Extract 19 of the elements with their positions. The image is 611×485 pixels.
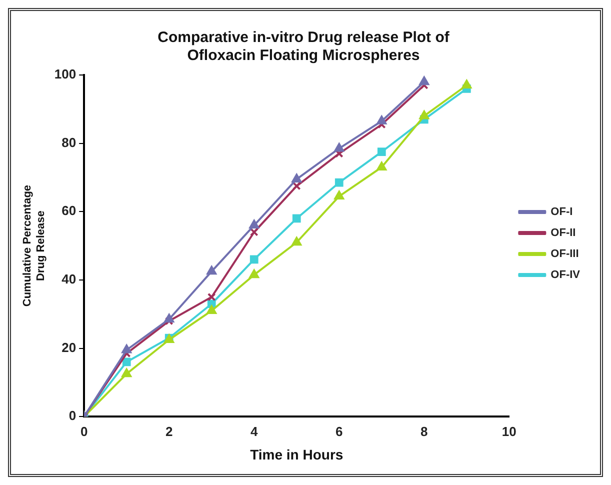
x-tick-label: 6 [336, 424, 343, 439]
y-axis-title: Cumulative Percentage Drug Release [22, 184, 47, 307]
y-tick-label: 100 [54, 66, 76, 82]
x-tick-label: 2 [165, 424, 173, 439]
legend-label: OF-IV [550, 269, 581, 282]
y-tick-label: 60 [62, 203, 76, 218]
x-tick-label: 4 [250, 424, 259, 439]
legend-label: OF-II [550, 227, 576, 240]
x-axis-title: Time in Hours [250, 446, 344, 462]
legend-label: OF-III [550, 248, 579, 260]
x-tick-label: 10 [502, 424, 516, 439]
y-tick-label: 0 [68, 408, 76, 424]
x-tick-label: 0 [80, 424, 88, 439]
legend-label: OF-I [550, 206, 573, 218]
chart-title: Comparative in-vitro Drug release Plot of Ofloxacin Floating Microspheres [158, 29, 450, 64]
y-tick-label: 80 [62, 134, 76, 150]
y-tick-label: 40 [62, 272, 76, 287]
x-tick-label: 8 [420, 424, 428, 439]
y-tick-label: 20 [62, 340, 76, 355]
